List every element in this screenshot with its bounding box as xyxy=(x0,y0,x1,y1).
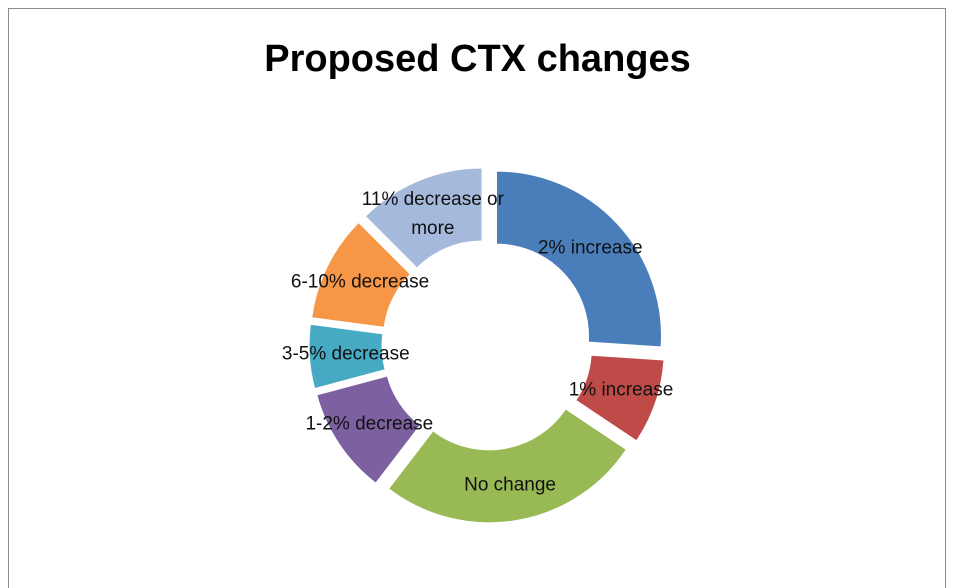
segment-label: 11% decrease or more xyxy=(361,189,504,240)
chart-frame xyxy=(8,8,946,588)
doughnut-segment xyxy=(575,354,665,442)
segment-label: 2% increase xyxy=(537,237,643,259)
doughnut-segment xyxy=(311,221,411,328)
doughnut-segment xyxy=(308,323,386,390)
segment-label: 1% increase xyxy=(568,379,674,401)
segment-label: No change xyxy=(464,474,556,496)
segment-label: 6-10% decrease xyxy=(290,271,430,293)
segment-label: 1-2% decrease xyxy=(305,413,434,435)
doughnut-segment xyxy=(387,408,628,524)
doughnut-segment xyxy=(495,170,662,348)
segment-label: 3-5% decrease xyxy=(281,343,410,365)
doughnut-segment xyxy=(316,375,421,484)
doughnut-segment xyxy=(364,167,483,269)
chart-title: Proposed CTX changes xyxy=(264,38,691,80)
